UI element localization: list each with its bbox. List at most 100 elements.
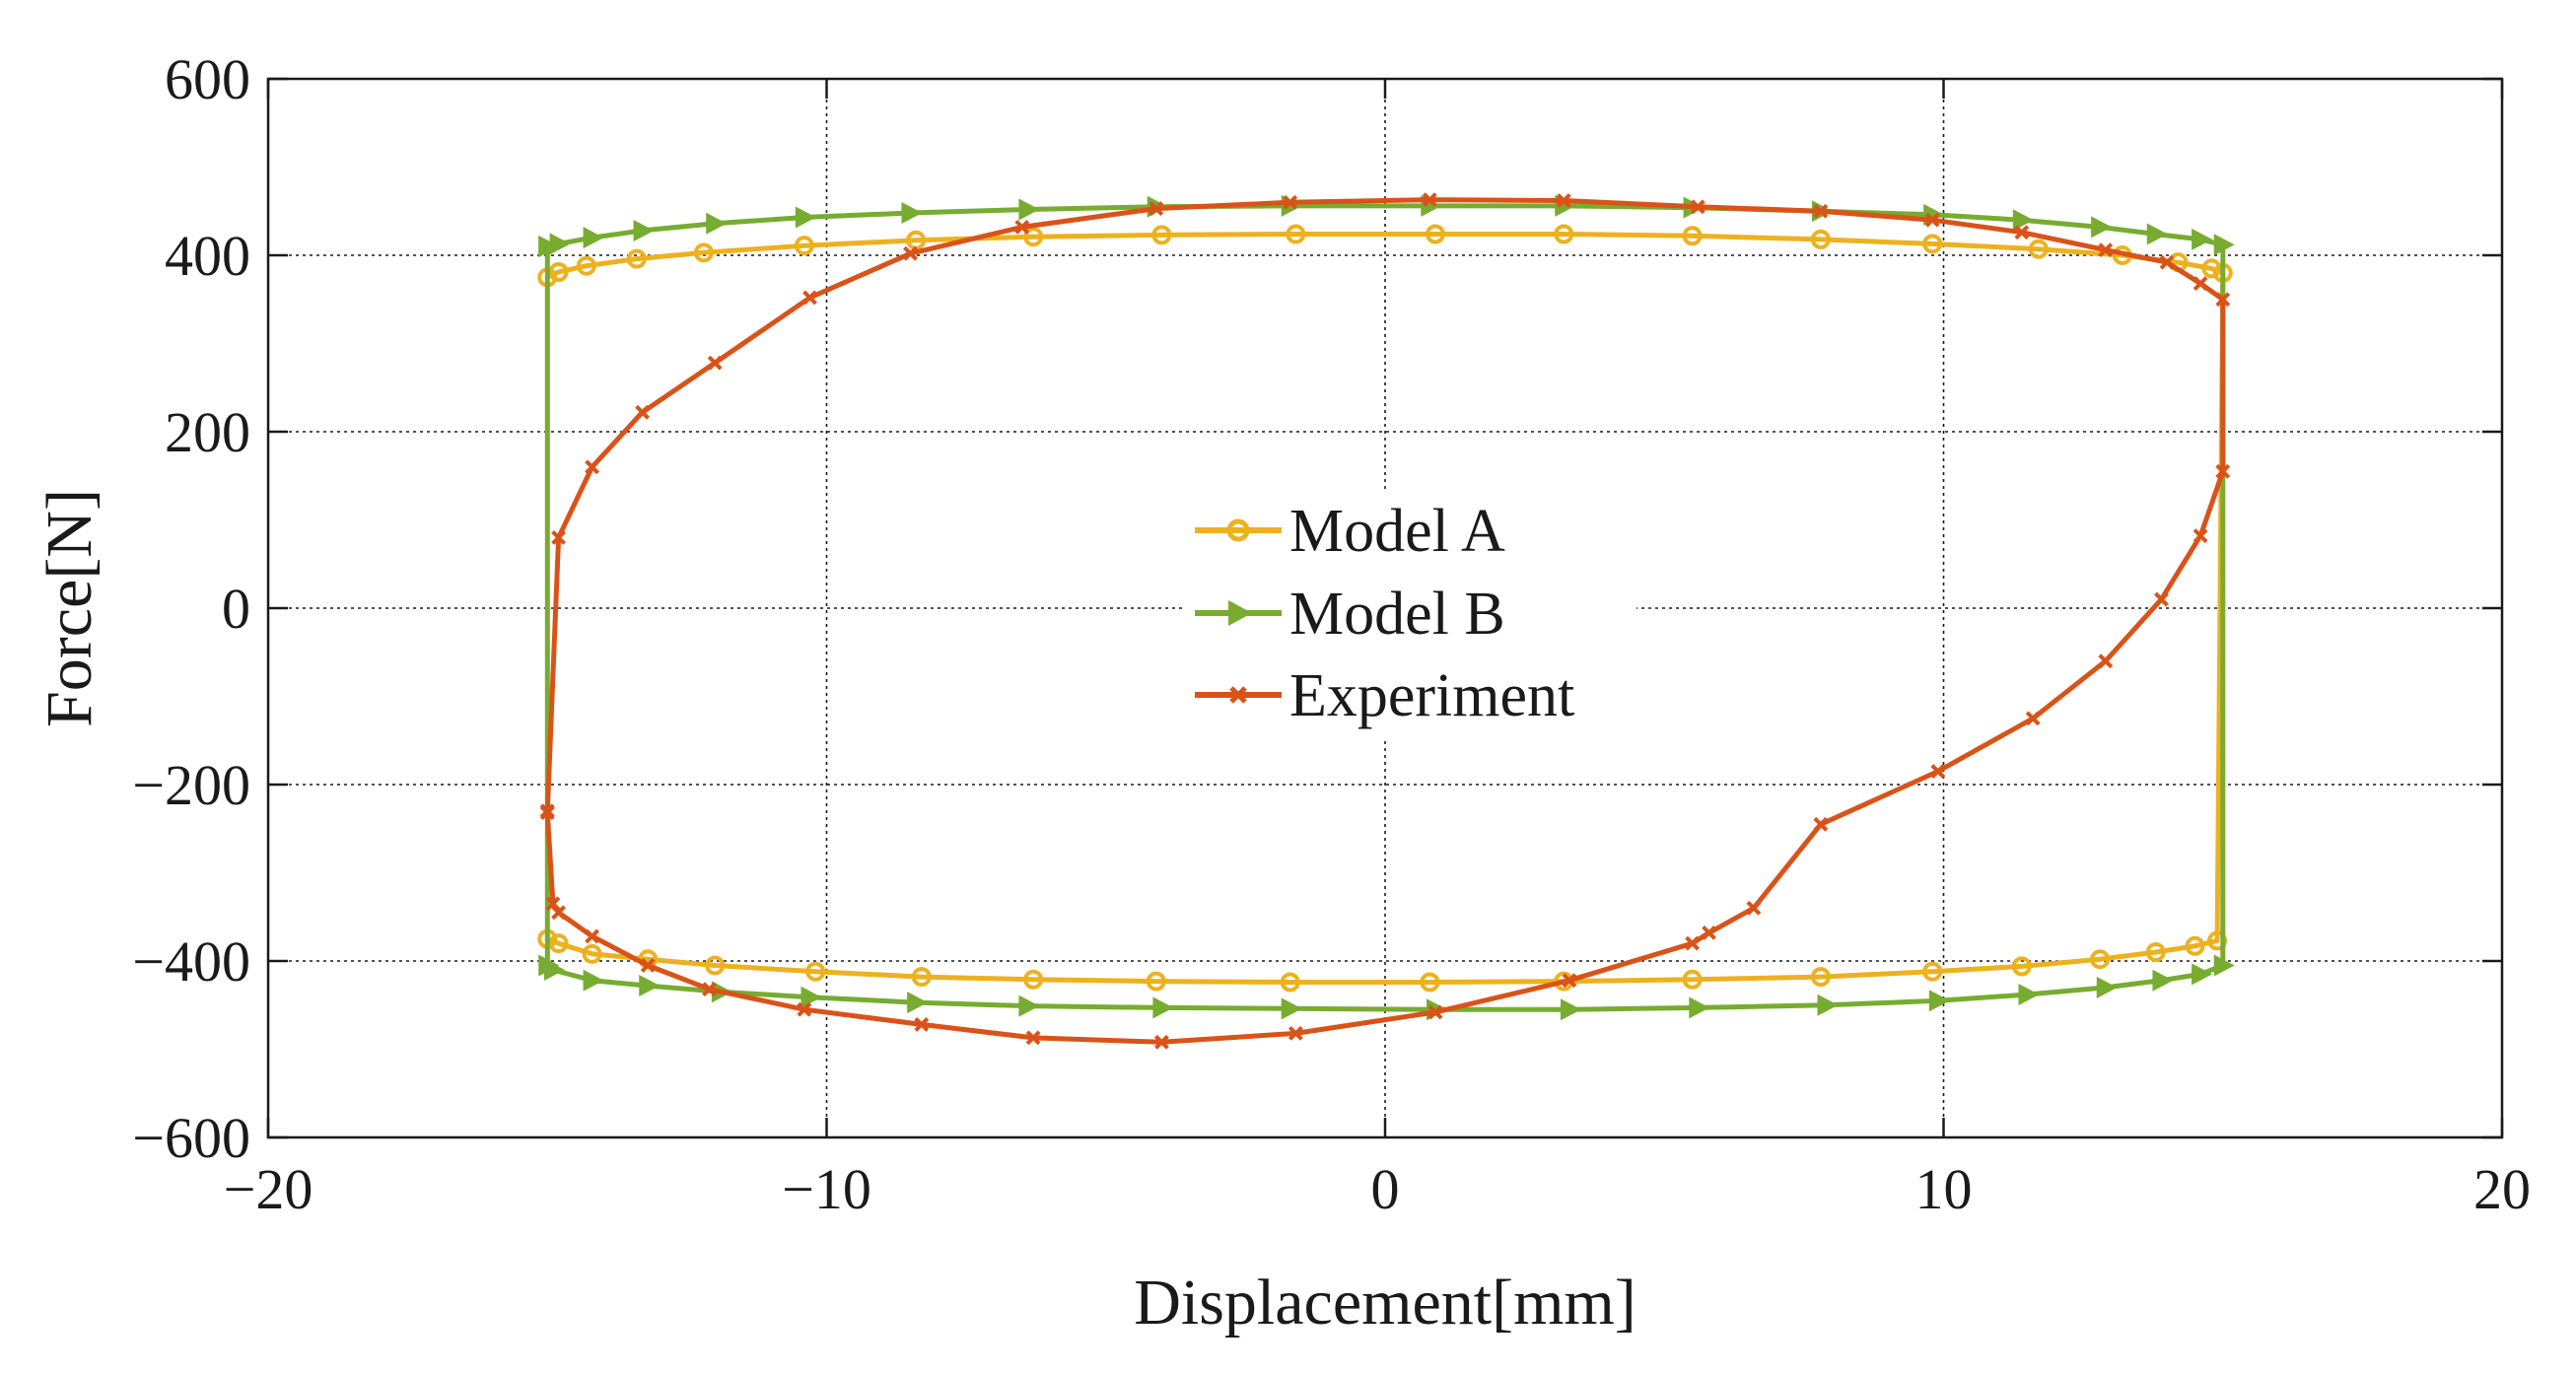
data-point-model-a <box>1810 967 1831 988</box>
data-point-experiment <box>585 459 599 475</box>
data-point-experiment <box>1813 203 1829 219</box>
legend-label-experiment: Experiment <box>1289 662 1574 729</box>
y-axis-title: Force[N] <box>34 489 105 727</box>
data-point-experiment <box>1556 193 1571 208</box>
data-point-model-a <box>626 248 647 269</box>
data-point-model-a <box>705 955 726 976</box>
data-point-model-a <box>794 236 814 256</box>
data-point-model-a <box>2090 949 2111 970</box>
data-point-model-a <box>1810 229 1831 249</box>
data-point-model-a <box>1922 961 1943 982</box>
data-point-model-b <box>2146 223 2168 245</box>
data-point-model-b <box>1689 996 1710 1019</box>
data-point-model-a <box>1286 224 1306 244</box>
series-experiment <box>539 192 2231 1050</box>
data-point-model-a <box>1425 224 1445 244</box>
legend-entry-experiment: Experiment <box>1195 662 1574 729</box>
data-point-model-b <box>706 212 728 235</box>
legend-marker-model-a <box>1226 518 1250 542</box>
axis-ticks: −20 −10 0 10 20 −600 −400 −200 0 200 400 600 <box>132 47 2531 1221</box>
data-point-model-a <box>2201 258 2222 279</box>
y-tick-label: 400 <box>165 224 250 288</box>
data-point-model-b <box>2192 963 2213 986</box>
data-point-model-b <box>1560 998 1581 1021</box>
data-point-model-a <box>1682 969 1703 990</box>
data-point-model-b <box>1281 997 1302 1020</box>
data-point-model-a <box>2145 942 2166 963</box>
data-point-model-b <box>907 992 929 1014</box>
legend-entry-model-b: Model B <box>1195 581 1505 648</box>
data-point-model-b <box>1152 996 1174 1019</box>
data-point-model-b <box>1018 198 1040 221</box>
data-point-model-b <box>583 227 604 249</box>
data-point-experiment <box>1283 194 1298 210</box>
y-tick-label: 0 <box>222 577 250 641</box>
data-point-model-a <box>2028 239 2049 259</box>
y-tick-label: 200 <box>165 400 250 464</box>
data-point-model-b <box>2213 234 2235 256</box>
data-point-experiment <box>1427 1004 1443 1020</box>
data-point-experiment <box>640 958 656 973</box>
data-point-model-b <box>2096 976 2118 998</box>
legend-label-model-a: Model A <box>1289 498 1505 565</box>
data-point-model-a <box>548 933 569 954</box>
data-point-model-a <box>1554 224 1574 244</box>
data-point-model-a <box>911 967 932 988</box>
x-tick-label: −20 <box>224 1157 313 1221</box>
y-tick-label: −200 <box>132 753 250 817</box>
data-point-experiment <box>545 896 561 912</box>
data-point-model-b <box>1018 995 1040 1017</box>
data-point-experiment <box>2193 528 2208 544</box>
data-point-model-a <box>1682 226 1703 246</box>
data-point-model-a <box>1151 225 1172 245</box>
data-point-model-b <box>2012 209 2034 232</box>
data-point-model-b <box>639 975 661 997</box>
legend-marker-model-b <box>1228 600 1252 626</box>
data-point-model-a <box>1023 227 1044 247</box>
data-point-experiment <box>2159 254 2175 270</box>
data-point-model-a <box>805 961 826 982</box>
data-point-experiment <box>635 404 650 420</box>
data-point-experiment <box>1746 900 1762 916</box>
data-point-model-a <box>2185 935 2205 956</box>
x-tick-label: 0 <box>1371 1157 1400 1221</box>
data-point-experiment <box>1702 925 1716 940</box>
data-point-experiment <box>2098 242 2114 258</box>
data-point-model-b <box>583 969 604 992</box>
data-point-model-a <box>1146 971 1166 992</box>
data-point-model-b <box>538 236 560 258</box>
data-point-model-a <box>2011 956 2032 977</box>
data-point-experiment <box>1149 201 1164 216</box>
data-point-experiment <box>1930 764 1946 779</box>
data-point-experiment <box>585 928 599 944</box>
data-point-model-b <box>1817 994 1839 1016</box>
legend: Model A Model B Experiment <box>1183 493 1636 739</box>
data-point-model-b <box>2018 984 2040 1006</box>
data-point-model-b <box>2091 216 2113 239</box>
y-tick-label: −400 <box>132 929 250 994</box>
data-point-experiment <box>1153 1034 1169 1050</box>
data-point-experiment <box>1014 219 1030 235</box>
data-point-experiment <box>1288 1025 1303 1041</box>
data-point-experiment <box>2154 591 2169 607</box>
data-point-model-a <box>1420 972 1440 993</box>
data-point-experiment <box>914 1017 930 1032</box>
data-point-experiment <box>2098 653 2114 669</box>
data-point-experiment <box>1690 199 1706 215</box>
data-point-experiment <box>802 290 817 306</box>
data-point-model-b <box>543 958 565 981</box>
data-point-model-a <box>582 943 602 964</box>
data-point-experiment <box>1924 212 1940 228</box>
y-tick-label: 600 <box>165 47 250 111</box>
data-point-model-a <box>1922 234 1943 254</box>
data-point-model-b <box>1928 990 1950 1012</box>
series-line-experiment <box>544 197 2226 1045</box>
legend-label-model-b: Model B <box>1289 581 1505 648</box>
data-point-model-b <box>795 206 816 229</box>
x-tick-label: 20 <box>2473 1157 2531 1221</box>
data-point-experiment <box>797 1001 812 1017</box>
data-point-experiment <box>551 905 566 921</box>
data-point-model-b <box>2152 969 2174 992</box>
data-point-experiment <box>1813 816 1829 832</box>
